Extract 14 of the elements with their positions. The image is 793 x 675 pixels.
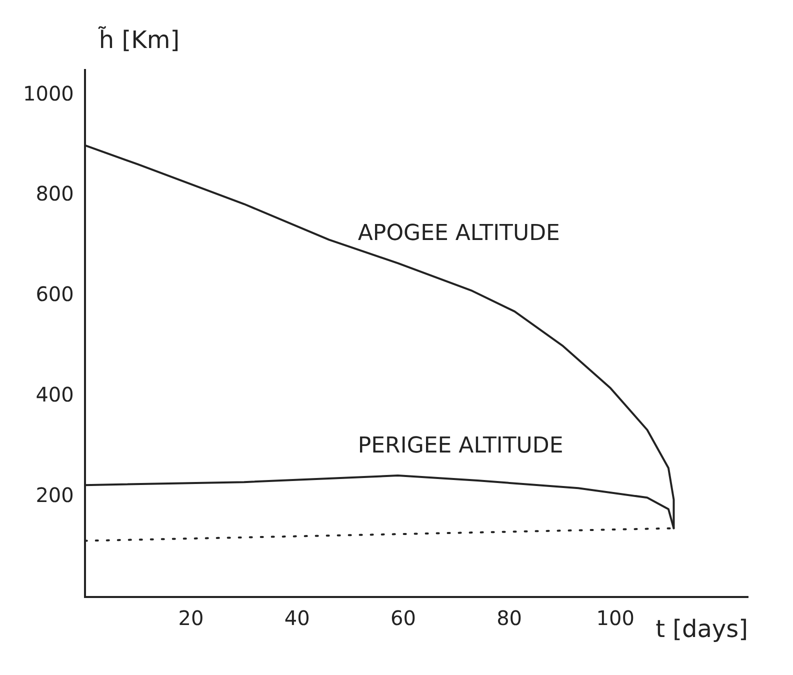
x-axis-title: t [days] bbox=[656, 615, 748, 644]
x-tick-label: 20 bbox=[178, 606, 204, 630]
series-label: APOGEE ALTITUDE bbox=[358, 220, 560, 246]
y-tick-label: 800 bbox=[36, 182, 74, 206]
x-tick-label: 40 bbox=[284, 606, 310, 630]
x-tick-label: 100 bbox=[596, 606, 634, 630]
x-tick-label: 80 bbox=[496, 606, 522, 630]
y-axis-title: h̃ [Km] bbox=[98, 26, 180, 54]
series-label: PERIGEE ALTITUDE bbox=[358, 433, 564, 458]
y-tick-label: 400 bbox=[36, 382, 74, 406]
y-tick-label: 1000 bbox=[22, 81, 74, 106]
x-tick-label: 60 bbox=[390, 606, 416, 630]
y-tick-label: 600 bbox=[36, 282, 74, 306]
y-tick-label: 200 bbox=[36, 482, 74, 507]
